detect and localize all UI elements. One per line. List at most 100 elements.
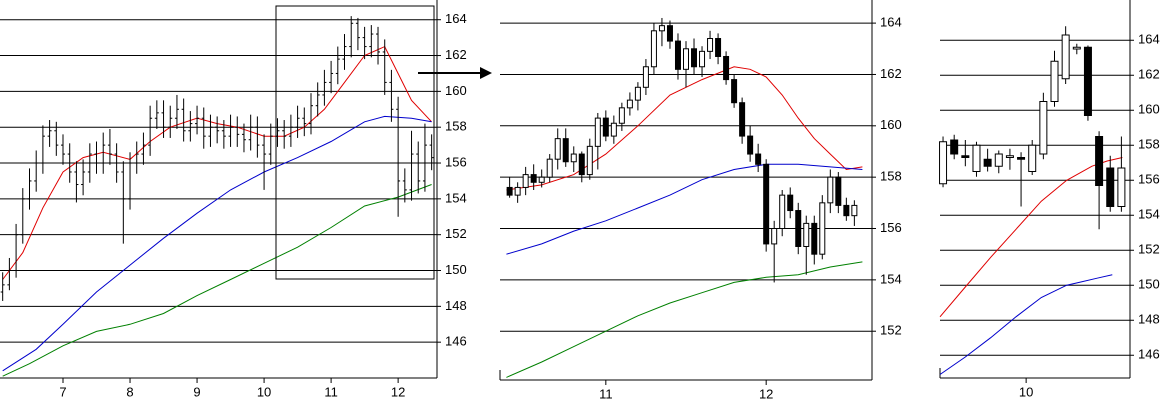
x-tick-label: 10 [1019, 384, 1033, 399]
candle-body [666, 25, 673, 42]
y-tick-label: 150 [1138, 277, 1160, 292]
moving-average-line [506, 66, 863, 191]
candle-body [1028, 144, 1037, 172]
candle-body [1106, 167, 1115, 207]
candle-body [843, 204, 850, 217]
candle-body [771, 228, 778, 245]
candle-body [578, 153, 585, 176]
candle-body [594, 117, 601, 147]
candle-body [691, 48, 698, 68]
y-tick-label: 146 [1138, 347, 1160, 362]
y-tick-label: 146 [445, 334, 467, 349]
candle-body [1005, 155, 1014, 158]
candle-body [634, 86, 641, 101]
y-tick-label: 156 [880, 220, 902, 235]
y-tick-label: 154 [1138, 207, 1160, 222]
x-tick-label: 8 [126, 384, 133, 399]
candle-body [642, 66, 649, 88]
candle-body [562, 138, 569, 163]
candle-body [1061, 34, 1070, 80]
candle-body [835, 176, 842, 206]
candle-body [1117, 167, 1126, 207]
candle-body [1095, 136, 1104, 186]
candle-body [570, 153, 577, 163]
zoom-arrow-head [480, 67, 492, 79]
y-tick-label: 150 [445, 262, 467, 277]
candle-body [950, 139, 959, 155]
candle-body [851, 204, 858, 217]
moving-average-line [939, 157, 1123, 318]
y-tick-label: 162 [880, 66, 902, 81]
y-tick-label: 164 [445, 11, 467, 26]
candle-body [715, 38, 722, 57]
candle-body [514, 186, 521, 196]
y-tick-label: 164 [1138, 32, 1160, 47]
candle-body [522, 174, 529, 188]
x-tick-label: 11 [324, 384, 338, 399]
zoom-box [275, 5, 435, 280]
x-tick-label: 12 [391, 384, 405, 399]
y-tick-label: 164 [880, 15, 902, 30]
candle-body [546, 158, 553, 178]
candle-body [787, 194, 794, 212]
candle-body [827, 176, 834, 204]
candle-body [1017, 157, 1026, 160]
moving-average-line [506, 163, 863, 255]
moving-average-line [2, 45, 432, 280]
moving-average-line [2, 184, 432, 377]
x-tick-label: 10 [257, 384, 271, 399]
y-tick-label: 162 [1138, 67, 1160, 82]
y-tick-label: 152 [880, 323, 902, 338]
candle-body [674, 40, 681, 70]
candle-body [683, 48, 689, 70]
candle-body [699, 50, 706, 68]
y-tick-label: 156 [445, 154, 467, 169]
candle-body [530, 174, 537, 183]
candle-body [610, 122, 617, 137]
moving-average-line [2, 115, 432, 372]
y-tick-label: 158 [445, 119, 467, 134]
y-tick-label: 154 [445, 190, 467, 205]
candle-body [650, 30, 657, 68]
candle-body [747, 135, 754, 155]
y-tick-label: 156 [1138, 172, 1160, 187]
candle-body [1083, 46, 1092, 116]
y-tick-label: 162 [445, 47, 467, 62]
candle-body [739, 102, 746, 137]
candle-body [763, 163, 770, 245]
candle-body [731, 79, 738, 104]
candle-body [723, 55, 730, 81]
moving-average-line [506, 261, 863, 378]
candle-body [994, 153, 1003, 167]
x-tick-label: 9 [193, 384, 200, 399]
y-tick-label: 148 [1138, 312, 1160, 327]
moving-average-line [939, 274, 1113, 375]
y-tick-label: 148 [445, 298, 467, 313]
candle-body [961, 155, 970, 158]
candle-body [506, 186, 513, 196]
y-tick-label: 158 [1138, 137, 1160, 152]
candle-body [618, 107, 625, 124]
candle-body [1072, 46, 1081, 50]
candle-body [554, 138, 561, 160]
y-tick-label: 158 [880, 169, 902, 184]
candle-body [1039, 101, 1048, 155]
candle-body [538, 176, 545, 183]
x-tick-label: 11 [599, 386, 613, 401]
candle-body [707, 38, 714, 52]
candle-body [1050, 60, 1059, 102]
y-tick-label: 160 [1138, 102, 1160, 117]
candle-body [779, 194, 786, 230]
candle-body [626, 99, 633, 109]
y-tick-label: 160 [445, 83, 467, 98]
x-tick-label: 7 [59, 384, 66, 399]
y-tick-label: 154 [880, 271, 902, 286]
candle-body [803, 222, 810, 247]
candle-body [795, 210, 802, 247]
candle-body [983, 158, 992, 167]
candle-body [586, 145, 593, 176]
y-tick-label: 152 [445, 226, 467, 241]
y-tick-label: 152 [1138, 242, 1160, 257]
